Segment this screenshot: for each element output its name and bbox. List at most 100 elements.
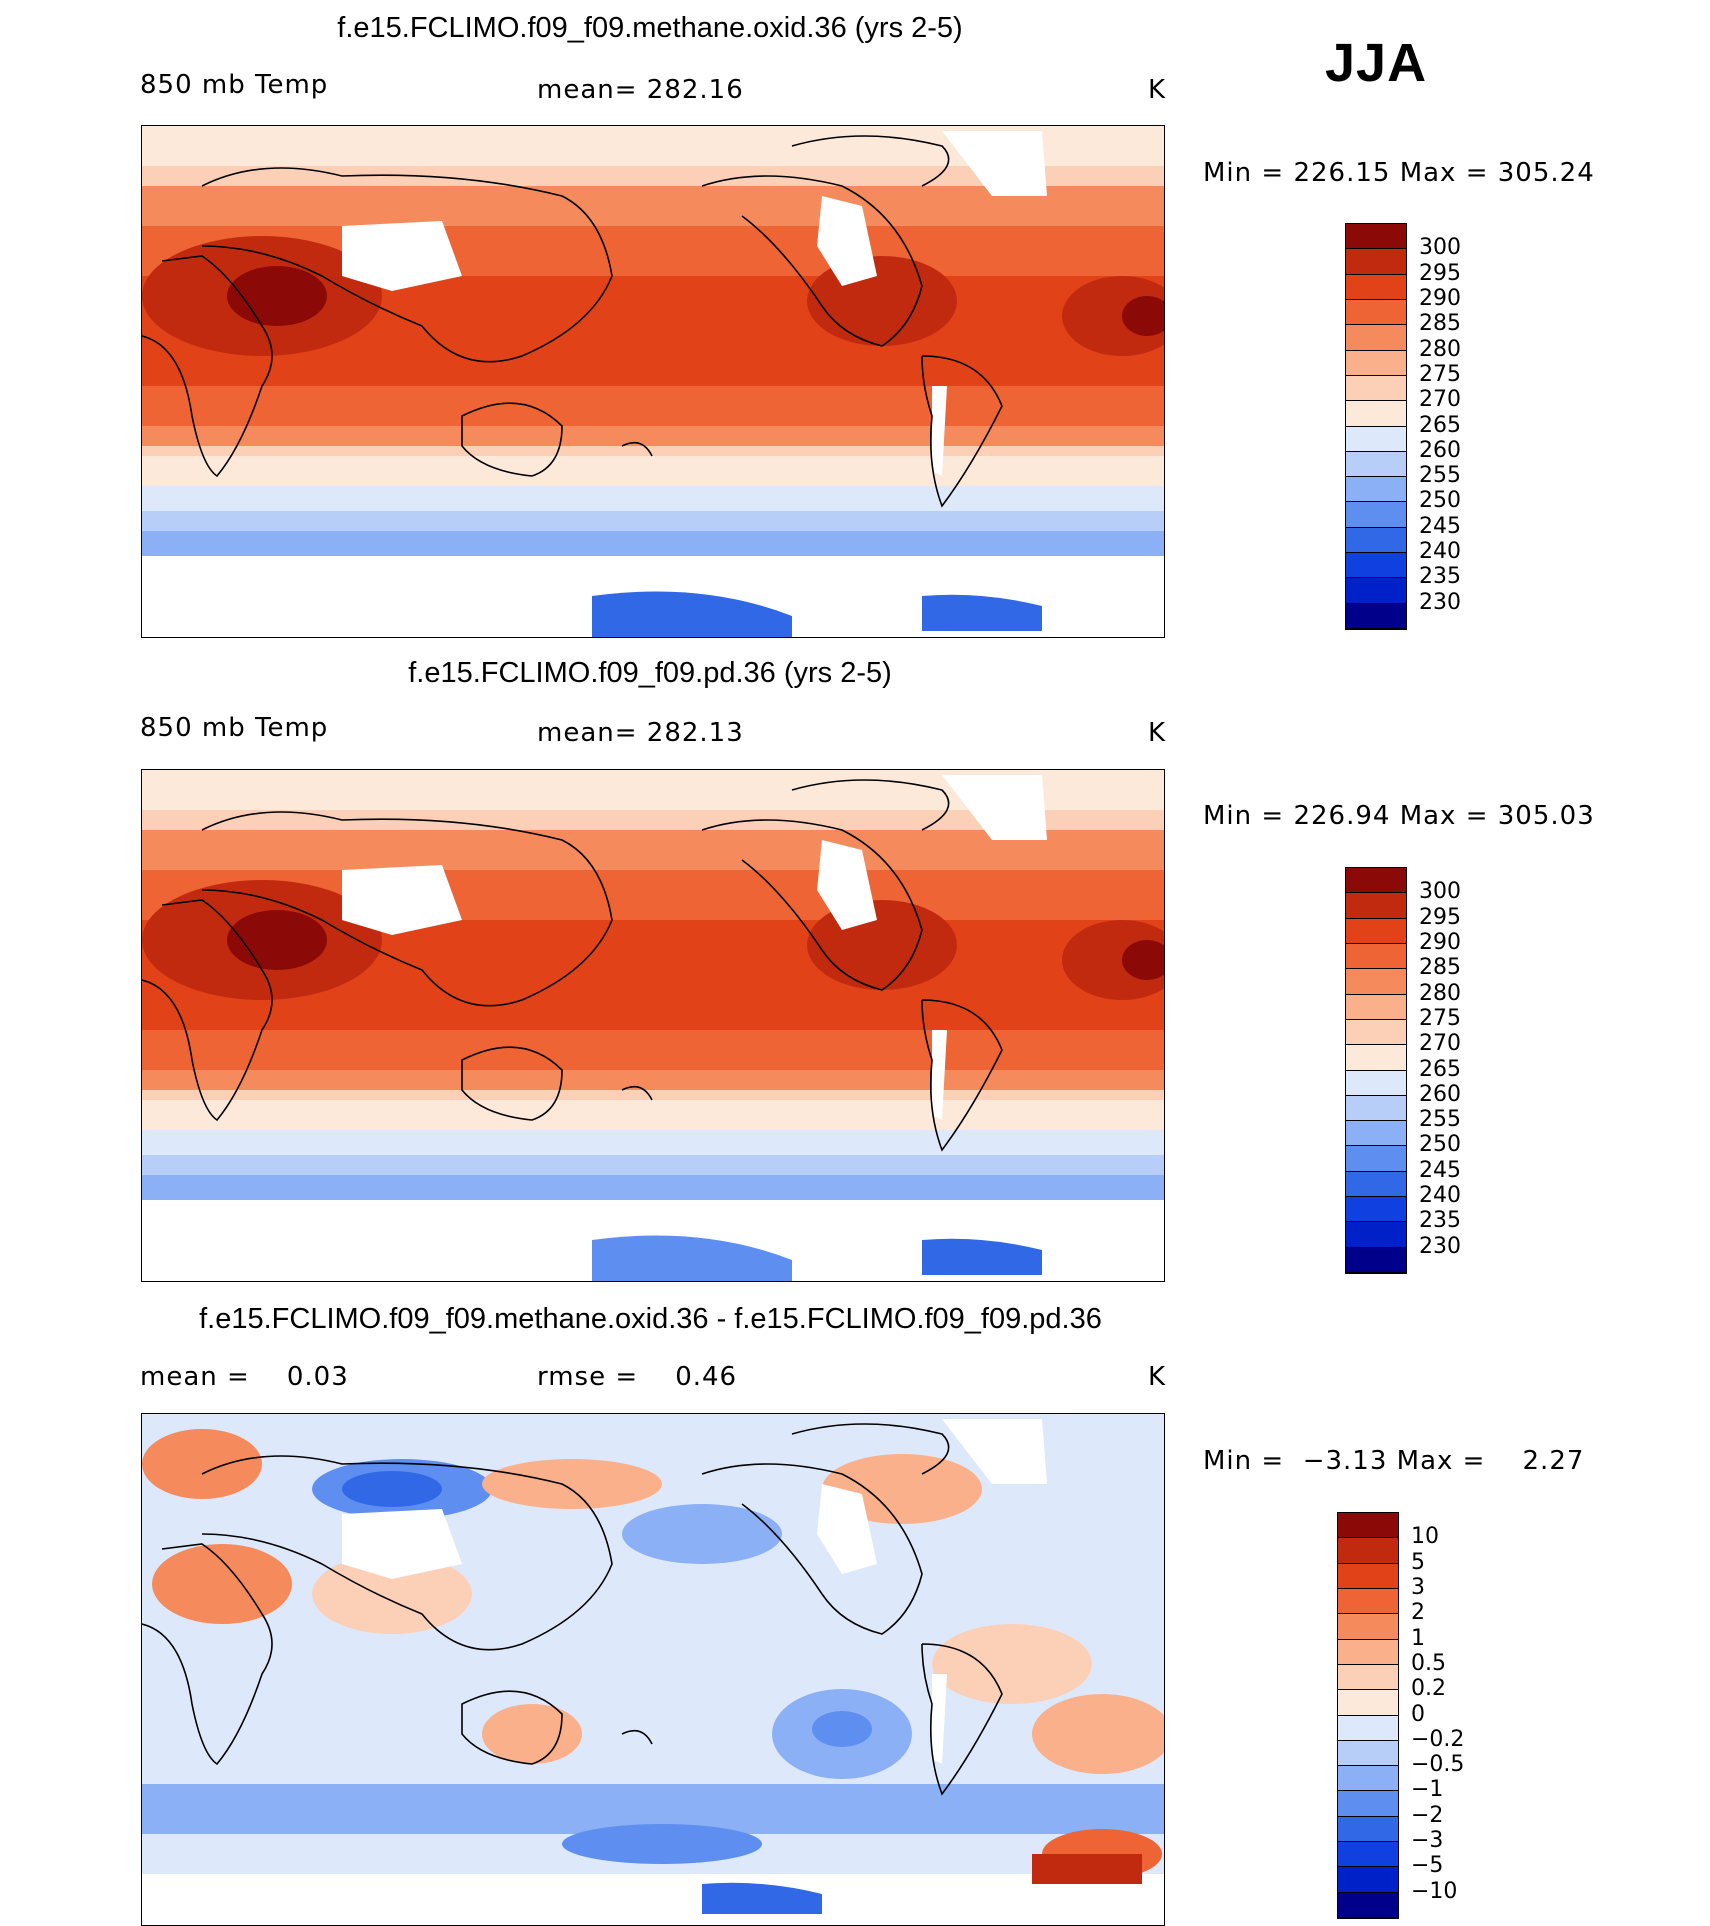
colorbar-segment (1338, 1715, 1398, 1741)
coastlines (142, 1423, 1003, 1796)
diff-cold-antarctic-coast (702, 1882, 822, 1914)
andes-mask (932, 1030, 947, 1120)
antarctica-mask (142, 1874, 1164, 1925)
colorbar-tick-label: 270 (1419, 387, 1461, 413)
panel-1-title: f.e15.FCLIMO.f09_f09.methane.oxid.36 (yr… (337, 12, 963, 44)
colorbar-tick-label: −10 (1411, 1878, 1458, 1904)
colorbar-segment (1346, 299, 1406, 326)
diff-cold-spac-core (812, 1711, 872, 1747)
temp-cold-antarctic-coast-2 (922, 594, 1042, 631)
colorbar-tick-label: 235 (1419, 1208, 1461, 1234)
temp-cold-antarctic-coast (592, 591, 792, 637)
panel-1-minmax: Min = 226.15 Max = 305.24 (1203, 158, 1595, 188)
panel-2-colorbar (1345, 867, 1407, 1274)
colorbar-segment (1346, 1222, 1406, 1248)
colorbar-segment (1346, 1121, 1406, 1147)
temp-band-south-edge (142, 1195, 1164, 1200)
temp-hot-sahara (1062, 920, 1164, 1000)
diff-warm-africa (152, 1544, 292, 1624)
colorbar-tick-label: 3 (1411, 1574, 1425, 1600)
temp-band-south-260 (142, 486, 1164, 511)
panel-3-title: f.e15.FCLIMO.f09_f09.methane.oxid.36 - f… (199, 1303, 1102, 1335)
colorbar-segment (1346, 502, 1406, 528)
colorbar-segment (1346, 1247, 1406, 1273)
colorbar-segment (1338, 1690, 1398, 1716)
colorbar-segment (1338, 1588, 1398, 1615)
temp-band-south-270 (142, 456, 1164, 486)
panel-2-minmax: Min = 226.94 Max = 305.03 (1203, 801, 1595, 831)
colorbar-segment (1338, 1766, 1398, 1792)
colorbar-segment (1346, 578, 1406, 604)
panel-3-map (141, 1413, 1165, 1926)
panel-2-mean-label: mean= 282.13 (537, 718, 744, 748)
panel-1-units-label: K (1148, 75, 1167, 105)
greenland-mask (942, 1419, 1047, 1484)
colorbar-tick-label: 295 (1419, 260, 1461, 286)
temp-band-south-270 (142, 1100, 1164, 1130)
colorbar-segment (1338, 1791, 1398, 1817)
colorbar-tick-label: 1 (1411, 1625, 1425, 1651)
colorbar-tick-label: 5 (1411, 1549, 1425, 1575)
temp-band-south-260 (142, 1130, 1164, 1155)
colorbar-tick-label: 240 (1419, 539, 1461, 565)
colorbar-tick-label: −0.5 (1411, 1752, 1465, 1778)
panel-1-mean-label: mean= 282.16 (537, 75, 744, 105)
colorbar-tick-label: 280 (1419, 980, 1461, 1006)
panel-2-variable-label: 850 mb Temp (140, 713, 329, 743)
panel-3-mean-label: mean = 0.03 (140, 1362, 349, 1392)
colorbar-tick-label: 0.5 (1411, 1650, 1446, 1676)
colorbar-segment (1346, 350, 1406, 376)
colorbar-tick-label: 240 (1419, 1183, 1461, 1209)
temp-hot-north-america (807, 900, 957, 990)
temp-hot-north-america (807, 256, 957, 346)
colorbar-segment (1346, 1095, 1406, 1122)
colorbar-tick-label: 275 (1419, 361, 1461, 387)
colorbar-segment (1346, 274, 1406, 300)
rockies-mask (817, 840, 877, 930)
colorbar-tick-label: 260 (1419, 1081, 1461, 1107)
temp-cold-antarctic-coast (592, 1235, 792, 1281)
colorbar-segment (1346, 918, 1406, 944)
colorbar-segment (1346, 893, 1406, 919)
panel-2-map (141, 769, 1165, 1282)
diff-warm-satl (1032, 1694, 1164, 1774)
colorbar-tick-label: 0 (1411, 1701, 1425, 1727)
colorbar-segment (1346, 943, 1406, 970)
diff-warm-samerica (932, 1624, 1092, 1704)
colorbar-tick-label: 245 (1419, 513, 1461, 539)
colorbar-segment (1346, 1171, 1406, 1198)
diff-warm-coast-core (1032, 1854, 1142, 1884)
colorbar-tick-label: 250 (1419, 1132, 1461, 1158)
colorbar-segment (1346, 553, 1406, 579)
colorbar-tick-label: 275 (1419, 1005, 1461, 1031)
panel-3-map-svg (142, 1414, 1164, 1925)
colorbar-tick-label: 285 (1419, 955, 1461, 981)
colorbar-tick-label: −5 (1411, 1853, 1444, 1879)
colorbar-tick-label: 245 (1419, 1157, 1461, 1183)
colorbar-tick-label: 280 (1419, 336, 1461, 362)
temp-hot-sahara-core (1122, 940, 1164, 980)
diff-warm-npac (482, 1459, 662, 1509)
greenland-mask (942, 775, 1047, 840)
colorbar-tick-label: 255 (1419, 463, 1461, 489)
colorbar-tick-label: −3 (1411, 1828, 1444, 1854)
colorbar-tick-label: 270 (1419, 1031, 1461, 1057)
andes-mask (932, 386, 947, 476)
colorbar-tick-label: 235 (1419, 564, 1461, 590)
colorbar-segment (1346, 1070, 1406, 1096)
diff-warm-australia (482, 1704, 582, 1764)
colorbar-tick-label: 10 (1411, 1524, 1439, 1550)
colorbar-tick-label: −2 (1411, 1802, 1444, 1828)
colorbar-segment (1338, 1867, 1398, 1893)
colorbar-tick-label: 260 (1419, 437, 1461, 463)
temp-hot-sahara-core (1122, 296, 1164, 336)
colorbar-segment (1346, 451, 1406, 478)
temp-band-south-255 (142, 1155, 1164, 1175)
colorbar-segment (1338, 1513, 1398, 1539)
temp-band-south-250 (142, 1175, 1164, 1195)
panel-1-map (141, 125, 1165, 638)
colorbar-segment (1338, 1842, 1398, 1868)
colorbar-segment (1346, 527, 1406, 554)
diff-cold-so-core (562, 1824, 762, 1864)
rockies-mask (817, 196, 877, 286)
